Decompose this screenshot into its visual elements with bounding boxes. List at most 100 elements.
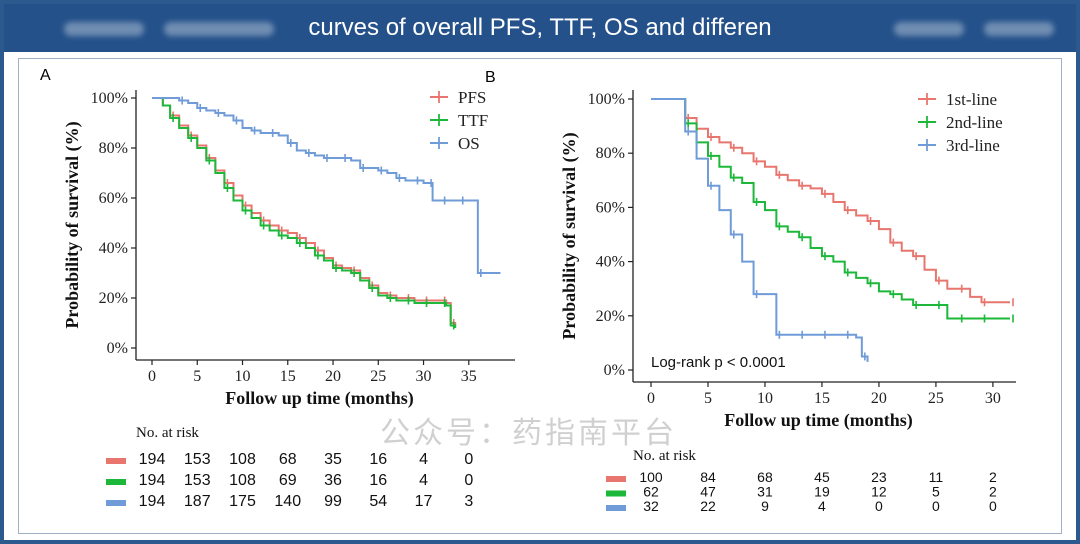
risk-value: 100 bbox=[639, 469, 663, 485]
x-tick-label: 20 bbox=[325, 368, 341, 385]
risk-value: 9 bbox=[761, 498, 769, 514]
risk-value: 16 bbox=[369, 472, 387, 489]
risk-row-swatch bbox=[106, 458, 126, 464]
y-tick-label: 0% bbox=[604, 362, 625, 379]
risk-value: 31 bbox=[757, 484, 773, 500]
risk-value: 2 bbox=[989, 469, 997, 485]
risk-value: 47 bbox=[700, 484, 716, 500]
x-tick-label: 15 bbox=[814, 390, 830, 407]
risk-value: 99 bbox=[324, 493, 342, 510]
risk-value: 4 bbox=[419, 451, 428, 468]
risk-value: 187 bbox=[184, 493, 211, 510]
risk-value: 23 bbox=[871, 469, 887, 485]
x-tick-label: 35 bbox=[461, 368, 477, 385]
series-line-pfs bbox=[152, 97, 457, 326]
x-tick-label: 25 bbox=[370, 368, 386, 385]
risk-value: 16 bbox=[369, 451, 387, 468]
x-tick-label: 25 bbox=[928, 390, 944, 407]
figure-title: curves of overall PFS, TTF, OS and diffe… bbox=[308, 14, 772, 41]
risk-row-swatch bbox=[106, 500, 126, 506]
y-axis-label: Probability of survival (%) bbox=[559, 132, 580, 339]
y-tick-label: 20% bbox=[99, 290, 128, 307]
risk-value: 2 bbox=[989, 484, 997, 500]
legend-label: PFS bbox=[458, 88, 486, 107]
blurred-text bbox=[894, 22, 964, 36]
risk-value: 140 bbox=[274, 493, 301, 510]
legend-label: 3rd-line bbox=[946, 136, 1000, 155]
y-tick-label: 20% bbox=[596, 308, 625, 325]
risk-value: 0 bbox=[989, 498, 997, 514]
risk-value: 153 bbox=[184, 472, 211, 489]
blurred-text bbox=[164, 22, 274, 36]
risk-value: 84 bbox=[700, 469, 716, 485]
risk-value: 108 bbox=[229, 451, 256, 468]
risk-value: 32 bbox=[643, 498, 659, 514]
risk-value: 108 bbox=[229, 472, 256, 489]
x-tick-label: 0 bbox=[148, 368, 156, 385]
blurred-text bbox=[64, 22, 144, 36]
risk-value: 17 bbox=[415, 493, 433, 510]
risk-value: 68 bbox=[757, 469, 773, 485]
legend-label: TTF bbox=[458, 111, 488, 130]
risk-row-swatch bbox=[106, 479, 126, 485]
y-tick-label: 40% bbox=[596, 254, 625, 271]
risk-value: 19 bbox=[814, 484, 830, 500]
legend-label: 1st-line bbox=[946, 90, 997, 109]
series-line-ttf bbox=[152, 97, 457, 328]
risk-value: 36 bbox=[324, 472, 342, 489]
y-tick-label: 80% bbox=[99, 140, 128, 157]
series-line-os bbox=[152, 97, 501, 274]
x-axis-label: Follow up time (months) bbox=[724, 410, 913, 431]
logrank-annotation: Log-rank p < 0.0001 bbox=[651, 354, 786, 371]
risk-value: 0 bbox=[875, 498, 883, 514]
risk-value: 5 bbox=[932, 484, 940, 500]
y-axis-label: Probability of survival (%) bbox=[62, 121, 83, 328]
risk-value: 194 bbox=[139, 451, 166, 468]
risk-value: 0 bbox=[464, 472, 473, 489]
panel-label: A bbox=[40, 67, 51, 84]
risk-value: 194 bbox=[139, 493, 166, 510]
risk-value: 153 bbox=[184, 451, 211, 468]
risk-row-swatch bbox=[606, 476, 626, 482]
y-tick-label: 0% bbox=[107, 340, 128, 357]
blurred-text bbox=[984, 22, 1054, 36]
risk-value: 175 bbox=[229, 493, 256, 510]
x-tick-label: 0 bbox=[647, 390, 655, 407]
y-tick-label: 80% bbox=[596, 145, 625, 162]
risk-value: 69 bbox=[279, 472, 297, 489]
y-tick-label: 60% bbox=[596, 199, 625, 216]
risk-value: 54 bbox=[369, 493, 387, 510]
x-tick-label: 30 bbox=[416, 368, 432, 385]
risk-value: 0 bbox=[464, 451, 473, 468]
risk-row-swatch bbox=[606, 505, 626, 511]
watermark: 公众号：药指南平台 bbox=[380, 416, 677, 451]
x-tick-label: 5 bbox=[704, 390, 712, 407]
risk-value: 4 bbox=[419, 472, 428, 489]
risk-value: 62 bbox=[643, 484, 659, 500]
legend-label: OS bbox=[458, 134, 480, 153]
risk-value: 0 bbox=[932, 498, 940, 514]
x-tick-label: 10 bbox=[235, 368, 251, 385]
series-line-3rd-line bbox=[651, 98, 869, 362]
risk-value: 22 bbox=[700, 498, 716, 514]
risk-table-title: No. at risk bbox=[633, 448, 696, 464]
legend-label: 2nd-line bbox=[946, 113, 1003, 132]
risk-value: 194 bbox=[139, 472, 166, 489]
risk-value: 11 bbox=[929, 469, 944, 485]
y-tick-label: 100% bbox=[91, 90, 128, 107]
series-line-1st-line bbox=[651, 98, 1010, 304]
risk-value: 45 bbox=[814, 469, 830, 485]
x-tick-label: 30 bbox=[985, 390, 1001, 407]
risk-value: 12 bbox=[871, 484, 887, 500]
panel-label: B bbox=[485, 69, 496, 86]
y-tick-label: 40% bbox=[99, 240, 128, 257]
y-tick-label: 100% bbox=[588, 91, 625, 108]
x-tick-label: 10 bbox=[757, 390, 773, 407]
risk-value: 3 bbox=[464, 493, 473, 510]
x-tick-label: 15 bbox=[280, 368, 296, 385]
risk-value: 4 bbox=[818, 498, 826, 514]
figure-header: curves of overall PFS, TTF, OS and diffe… bbox=[4, 4, 1076, 52]
risk-row-swatch bbox=[606, 490, 626, 497]
risk-value: 35 bbox=[324, 451, 342, 468]
